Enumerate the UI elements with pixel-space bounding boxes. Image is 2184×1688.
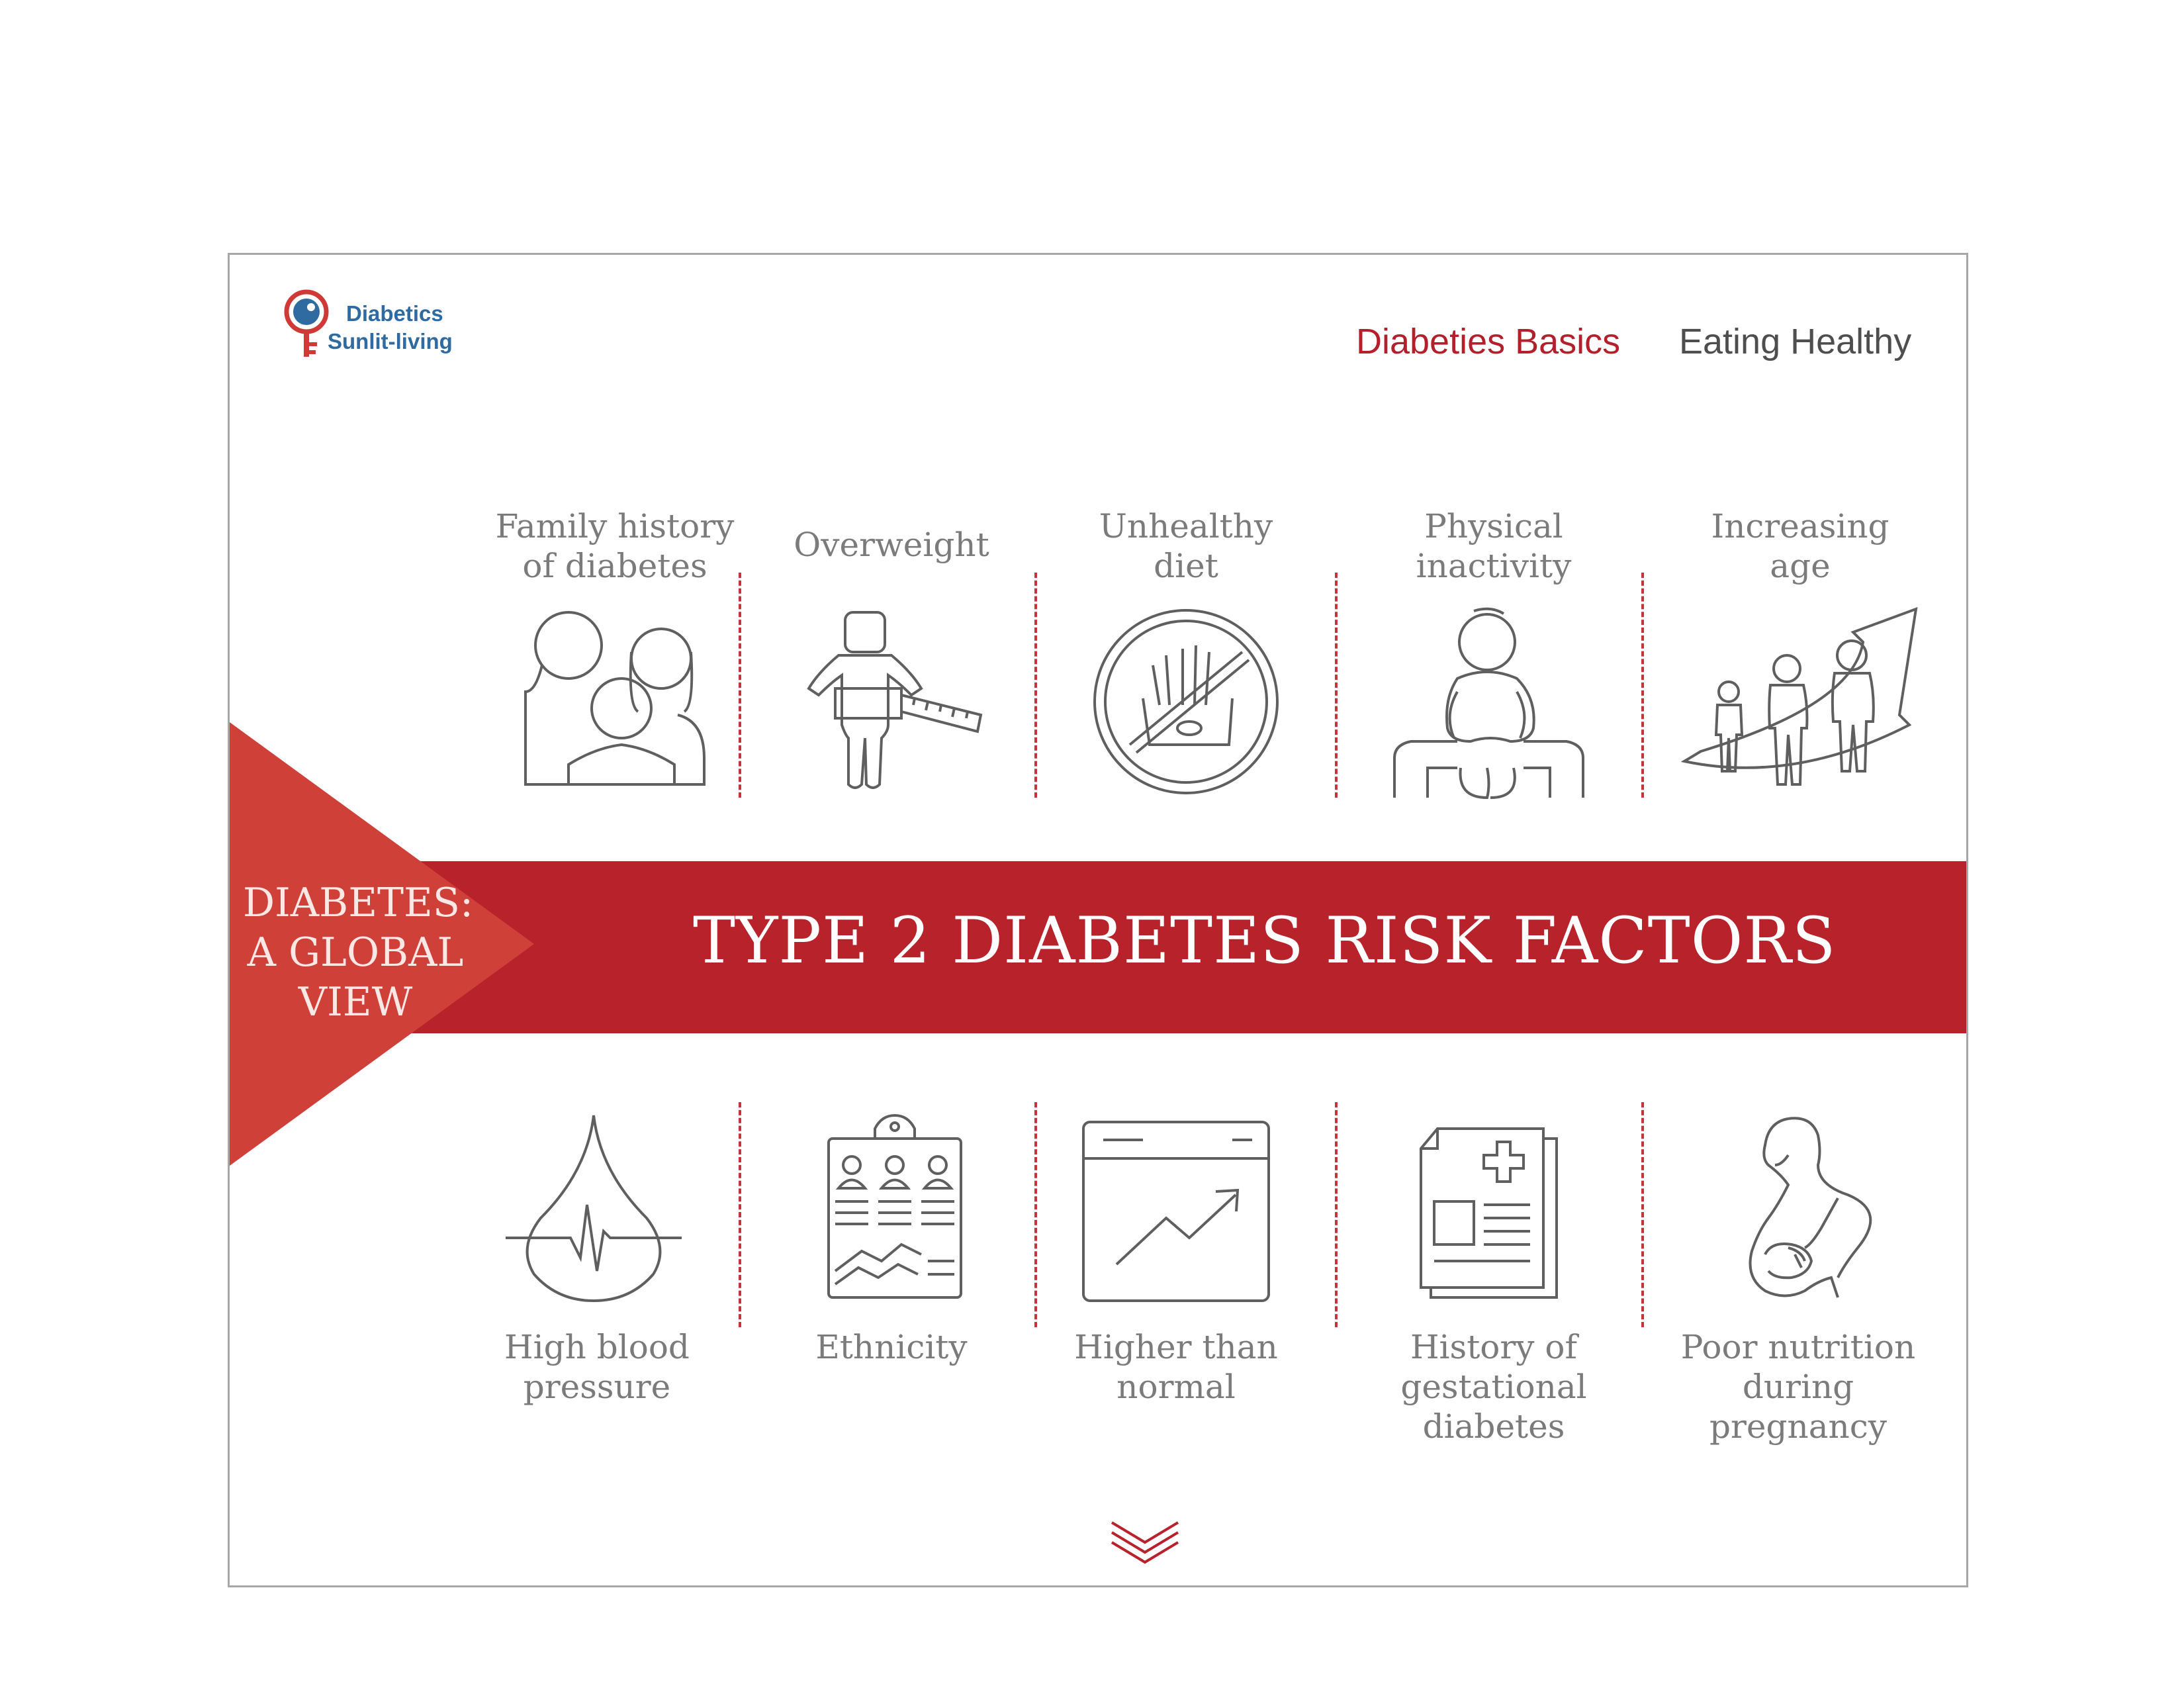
factor-label-line1: History of (1410, 1328, 1578, 1366)
divider (1641, 1102, 1644, 1327)
logo-text-line2: Sunlit-living (328, 329, 453, 353)
factor-label-line2: of diabetes (522, 547, 707, 585)
factor-label-line1: High blood (504, 1328, 690, 1366)
section-tag-line3: VIEW (298, 979, 413, 1025)
chevron-down-icon[interactable] (1109, 1519, 1181, 1569)
factor-label: Overweight (759, 525, 1024, 565)
factor-label-line1: Physical (1424, 507, 1563, 545)
risk-factor-ethnicity[interactable]: Ethnicity (759, 1109, 1024, 1440)
factor-label: Physical inactivity (1361, 506, 1626, 586)
side-triangle-shape (230, 722, 534, 1166)
factor-label-line1: Poor nutrition (1680, 1328, 1916, 1366)
page-title: TYPE 2 DIABETES RISK FACTORS (693, 904, 1837, 978)
factor-label-line1: Family history (495, 507, 735, 545)
no-fast-food-icon (1093, 609, 1279, 794)
risk-factor-physical-inactivity[interactable]: Physical inactivity (1361, 506, 1626, 811)
divider (1641, 573, 1644, 798)
divider (1335, 573, 1338, 798)
factor-label-line2: pressure (523, 1368, 671, 1406)
factor-label-line2: age (1770, 547, 1831, 585)
divider (1335, 1102, 1338, 1327)
medical-record-icon (1420, 1127, 1558, 1299)
factor-label: Unhealthy diet (1054, 506, 1318, 586)
risk-factor-high-blood-pressure[interactable]: High blood pressure (465, 1109, 729, 1440)
risk-factor-higher-than-normal[interactable]: Higher than normal (1044, 1109, 1308, 1440)
risk-factor-family-history[interactable]: Family history of diabetes (482, 506, 747, 811)
factor-label-line1: Higher than (1074, 1328, 1278, 1366)
risk-factor-overweight[interactable]: Overweight (759, 506, 1024, 811)
divider (1034, 573, 1037, 798)
factor-label: History of gestational diabetes (1361, 1327, 1626, 1446)
factor-label: Family history of diabetes (482, 506, 747, 586)
factor-label-line1: Increasing (1711, 507, 1889, 545)
nav-diabeties-basics[interactable]: Diabeties Basics (1356, 322, 1621, 361)
section-tag[interactable]: DIABETES: A GLOBAL VIEW (243, 878, 474, 1027)
section-tag-line2: A GLOBAL (247, 929, 464, 976)
pregnant-woman-icon (1749, 1117, 1872, 1298)
risk-factor-increasing-age[interactable]: Increasing age (1668, 506, 1933, 811)
magnifier-key-logo-icon (284, 289, 329, 357)
logo-text-line1: Diabetics (346, 301, 443, 326)
factor-label: High blood pressure (465, 1327, 729, 1407)
aging-people-arrow-icon (1681, 606, 1918, 786)
divider (1034, 1102, 1037, 1327)
factor-label-line3: diabetes (1422, 1407, 1565, 1446)
divider (739, 573, 741, 798)
factor-label-line1: Unhealthy (1099, 507, 1273, 545)
page-frame: Diabetics Sunlit-living Diabeties Basics… (228, 253, 1968, 1587)
factor-label-line2: normal (1116, 1368, 1236, 1406)
blood-drop-pulse-icon (506, 1115, 682, 1303)
factor-label-line1: Overweight (794, 526, 989, 564)
sitting-person-icon (1393, 607, 1584, 800)
factor-label-line2: inactivity (1416, 547, 1572, 585)
risk-factor-poor-nutrition-pregnancy[interactable]: Poor nutrition during pregnancy (1666, 1109, 1931, 1446)
nav-eating-healthy[interactable]: Eating Healthy (1679, 322, 1912, 361)
measuring-tape-person-icon (807, 611, 983, 789)
risk-factor-gestational-diabetes[interactable]: History of gestational diabetes (1361, 1109, 1626, 1446)
rising-chart-window-icon (1082, 1121, 1270, 1302)
divider (739, 1102, 741, 1327)
factor-label: Ethnicity (759, 1327, 1024, 1367)
factor-label-line2: diet (1154, 547, 1218, 585)
risk-factor-unhealthy-diet[interactable]: Unhealthy diet (1054, 506, 1318, 811)
factor-label: Higher than normal (1044, 1327, 1308, 1407)
factor-label: Increasing age (1668, 506, 1933, 586)
factor-label-line2: gestational (1400, 1368, 1587, 1406)
factor-label-line3: pregnancy (1709, 1407, 1887, 1446)
factor-label-line2: during (1742, 1368, 1854, 1406)
family-icon (524, 611, 705, 786)
clipboard-profiles-icon (827, 1113, 962, 1299)
section-tag-line1: DIABETES: (243, 880, 474, 926)
site-logo[interactable]: Diabetics Sunlit-living (283, 288, 481, 361)
factor-label-line1: Ethnicity (815, 1328, 968, 1366)
factor-label: Poor nutrition during pregnancy (1666, 1327, 1931, 1446)
